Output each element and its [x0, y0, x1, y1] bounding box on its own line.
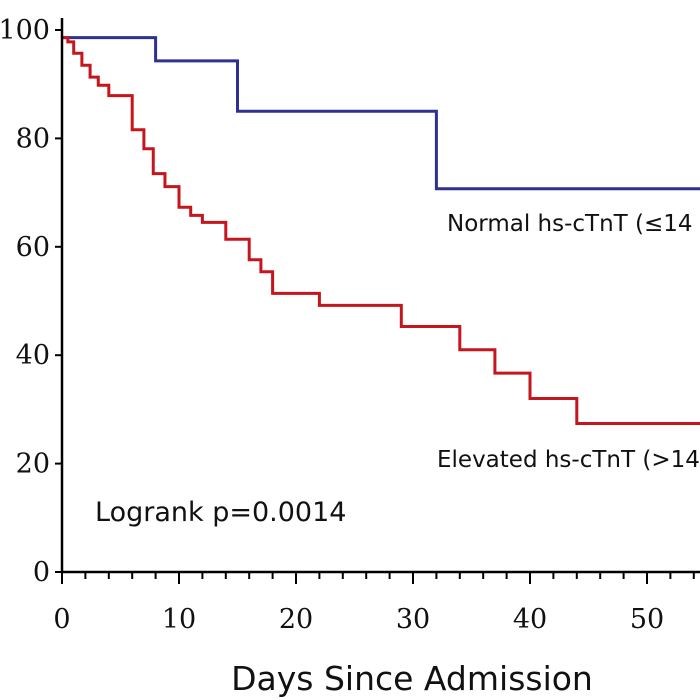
y-tick-label: 100 [0, 15, 50, 46]
series-layer [62, 36, 700, 425]
x-tick-label: 30 [396, 604, 430, 635]
x-axis-ticks: 0 10 20 30 40 50 [53, 572, 695, 635]
series-elevated-line [62, 36, 700, 425]
x-tick-label: 20 [279, 604, 313, 635]
x-tick-label: 40 [513, 604, 547, 635]
legend-label-normal: Normal hs-cTnT (≤14 [447, 211, 693, 237]
y-tick-label: 40 [16, 340, 50, 371]
y-tick-label: 80 [16, 123, 50, 154]
y-tick-label: 0 [33, 557, 50, 588]
x-tick-label: 10 [162, 604, 196, 635]
y-axis-ticks: 0 20 40 60 80 100 [0, 15, 62, 588]
x-tick-label: 50 [630, 604, 664, 635]
x-tick-label: 0 [53, 604, 70, 635]
legend-label-elevated: Elevated hs-cTnT (>14 [437, 447, 700, 473]
y-tick-label: 20 [16, 449, 50, 480]
series-normal-line [62, 36, 700, 191]
y-tick-label: 60 [16, 232, 50, 263]
x-axis-title: Days Since Admission [231, 659, 593, 698]
logrank-annotation: Logrank p=0.0014 [95, 497, 346, 528]
